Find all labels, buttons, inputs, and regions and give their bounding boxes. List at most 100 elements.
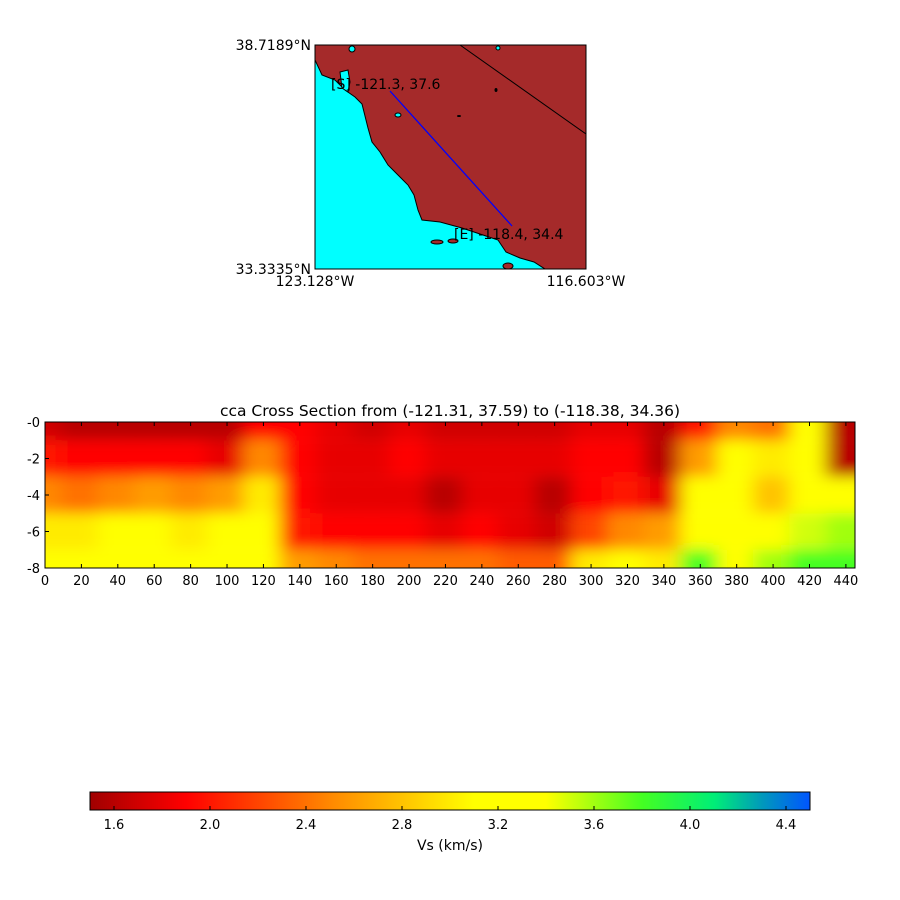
heatmap-cell	[352, 549, 392, 568]
heatmap-cell	[45, 440, 64, 477]
heatmap-cell	[753, 549, 792, 568]
heatmap-cell	[716, 440, 756, 477]
x-tick-label: 200	[397, 574, 422, 589]
heatmap-cell	[61, 422, 100, 441]
heatmap-cells	[45, 422, 855, 568]
heatmap-cell	[45, 476, 64, 514]
heatmap-cell	[643, 440, 683, 477]
heatmap-cell	[243, 422, 282, 441]
heatmap-cell	[61, 513, 100, 550]
heatmap-cell	[716, 476, 756, 514]
heatmap-cell	[498, 476, 537, 514]
heatmap-cell	[61, 549, 100, 568]
heatmap-cell	[607, 440, 646, 477]
heatmap-cell	[789, 549, 828, 568]
heatmap-cell	[716, 422, 756, 441]
heatmap-cell	[716, 513, 756, 550]
x-tick-label: 80	[182, 574, 199, 589]
lon-label-left: 123.128°W	[276, 274, 355, 290]
heatmap-cell	[170, 440, 210, 477]
heatmap-cell	[753, 422, 792, 441]
heatmap-cell	[534, 513, 574, 550]
heatmap-cell	[425, 422, 464, 441]
y-tick-label: -6	[27, 526, 40, 541]
heatmap-cell	[789, 513, 828, 550]
heatmap-cell	[389, 440, 428, 477]
x-tick-label: 120	[251, 574, 276, 589]
heatmap-cell	[425, 440, 464, 477]
heatmap-cell	[134, 440, 173, 477]
heatmap-cell	[279, 440, 319, 477]
heatmap-cell	[680, 422, 719, 441]
heatmap-cell	[243, 549, 282, 568]
heatmap-cell	[45, 422, 64, 441]
heatmap-cell	[170, 476, 210, 514]
heatmap-cell	[97, 513, 137, 550]
x-tick-label: 100	[215, 574, 240, 589]
map-lake	[494, 88, 498, 92]
x-tick-label: 340	[651, 574, 676, 589]
x-tick-label: 20	[73, 574, 90, 589]
heatmap-cell	[825, 440, 855, 477]
colorbar-tick-label: 4.0	[680, 818, 701, 833]
heatmap-cell	[61, 440, 100, 477]
heatmap-cell	[243, 513, 282, 550]
heatmap-cell	[352, 513, 392, 550]
heatmap-cell	[425, 476, 464, 514]
x-tick-label: 440	[833, 574, 858, 589]
heatmap-cell	[352, 476, 392, 514]
lat-label-top: 38.7189°N	[236, 38, 311, 54]
colorbar-gradient	[89, 791, 811, 811]
cross-section-panel: cca Cross Section from (-121.31, 37.59) …	[27, 402, 858, 589]
map-bay	[339, 69, 351, 93]
heatmap-cell	[279, 513, 319, 550]
heatmap-cell	[316, 513, 355, 550]
heatmap-cell	[461, 476, 501, 514]
heatmap-cell	[352, 422, 392, 441]
heatmap-cell	[571, 549, 610, 568]
x-tick-label: 280	[542, 574, 567, 589]
heatmap-cell	[680, 440, 719, 477]
heatmap-cell	[643, 549, 683, 568]
x-tick-label: 60	[146, 574, 163, 589]
heatmap-cell	[753, 440, 792, 477]
heatmap-cell	[498, 440, 537, 477]
heatmap-cell	[498, 422, 537, 441]
x-tick-label: 160	[324, 574, 349, 589]
heatmap-cell	[607, 549, 646, 568]
heatmap-cell	[170, 549, 210, 568]
lat-label-bottom: 33.3335°N	[236, 262, 311, 278]
heatmap-cell	[789, 476, 828, 514]
map-frame	[314, 44, 587, 270]
colorbar-tick-label: 2.0	[200, 818, 221, 833]
heatmap-cell	[207, 476, 246, 514]
x-tick-label: 0	[41, 574, 49, 589]
heatmap-cell	[134, 549, 173, 568]
heatmap-cell	[316, 440, 355, 477]
heatmap-cell	[97, 422, 137, 441]
heatmap-cell	[498, 549, 537, 568]
heatmap-cell	[607, 513, 646, 550]
heatmap-cell	[607, 422, 646, 441]
heatmap-cell	[498, 513, 537, 550]
heatmap-cell	[389, 513, 428, 550]
heatmap-cell	[643, 513, 683, 550]
map-lake	[495, 45, 501, 51]
heatmap-cell	[134, 513, 173, 550]
heatmap-cell	[753, 476, 792, 514]
colorbar-tick-label: 2.8	[392, 818, 413, 833]
map-lake	[457, 115, 461, 117]
y-tick-label: -0	[27, 416, 40, 431]
x-tick-label: 240	[469, 574, 494, 589]
heatmap-cell	[45, 513, 64, 550]
x-tick-label: 400	[761, 574, 786, 589]
x-tick-label: 260	[506, 574, 531, 589]
heatmap-cell	[61, 476, 100, 514]
heatmap-cell	[316, 549, 355, 568]
map-island	[502, 262, 514, 269]
heatmap-cell	[825, 476, 855, 514]
heatmap-cell	[825, 422, 855, 441]
heatmap-cell	[207, 422, 246, 441]
heatmap-cell	[316, 476, 355, 514]
